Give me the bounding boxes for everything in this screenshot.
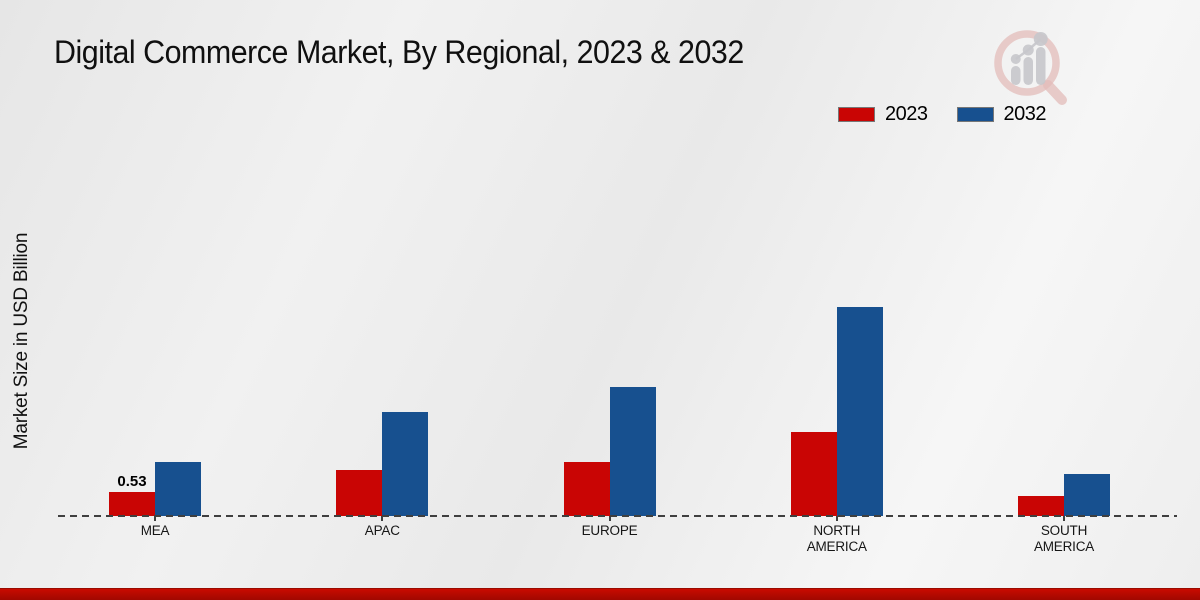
x-axis-category-label-mea: MEA (140, 523, 170, 538)
bar-2032-europe (609, 386, 656, 516)
data-label-2023-mea: 0.53 (117, 473, 147, 491)
legend-item-2023: 2023 (838, 103, 928, 126)
chart-title: Digital Commerce Market, By Regional, 20… (54, 34, 744, 70)
x-axis-tick-europe (608, 516, 611, 521)
x-axis-tick-north-america (835, 516, 838, 521)
x-axis-category-label-north-america: NORTH AMERICA (806, 523, 867, 554)
bar-2023-apac (336, 469, 383, 516)
x-axis-baseline (58, 515, 1177, 517)
bar-2023-mea (109, 492, 156, 516)
x-axis-category-label-south-america: SOUTH AMERICA (1033, 523, 1095, 554)
bar-2032-south-america (1064, 473, 1111, 516)
legend-swatch-2023-icon (838, 107, 875, 122)
legend: 2023 2032 (838, 103, 1046, 126)
x-axis-category-label-apac: APAC (364, 523, 400, 538)
bar-2023-north-america (790, 431, 837, 516)
bar-2023-europe (563, 462, 610, 516)
bar-2032-apac (382, 411, 429, 516)
x-axis-tick-apac (381, 516, 384, 521)
x-axis-tick-south-america (1063, 516, 1066, 521)
bar-2032-mea (155, 461, 202, 516)
footer-accent-bar (0, 588, 1200, 600)
x-axis-category-label-europe: EUROPE (581, 523, 638, 538)
x-axis-tick-mea (154, 516, 157, 521)
legend-swatch-2032-icon (956, 107, 994, 122)
bar-2032-north-america (836, 306, 883, 516)
magnifier-bar-chart-watermark-icon (994, 30, 1067, 105)
legend-label-2032: 2032 (1003, 103, 1047, 125)
legend-item-2032: 2032 (956, 103, 1047, 126)
legend-label-2023: 2023 (885, 103, 928, 125)
bar-2023-south-america (1018, 495, 1065, 516)
